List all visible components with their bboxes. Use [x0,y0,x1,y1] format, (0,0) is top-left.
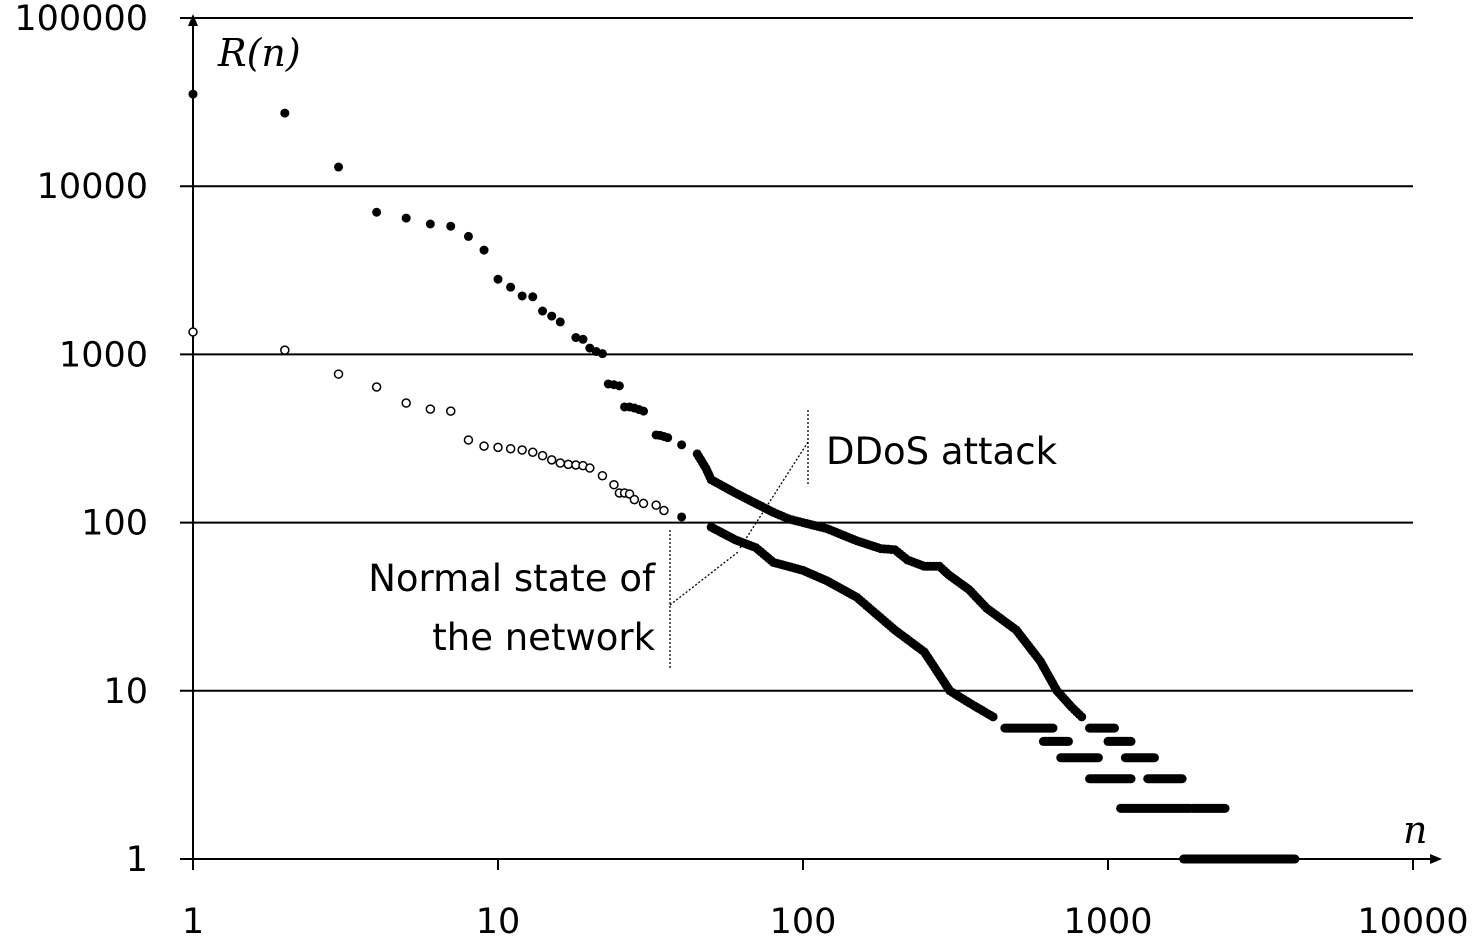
y-axis-arrow [188,14,198,26]
data-point [425,404,436,414]
data-point [505,443,516,454]
data-point [677,440,687,450]
series-ddos-attack [188,89,1230,813]
data-point [188,327,198,337]
x-tick-label: 10000 [1357,902,1468,939]
y-tick-label: 1000 [59,335,148,375]
data-point [493,442,503,453]
ddos-leader-diagonal [739,441,809,549]
data-point [629,494,640,505]
annotation-leaders [669,410,809,668]
normal-leader-diagonal [669,551,739,606]
data-point [663,433,673,443]
x-tick-label: 10 [476,902,521,939]
y-axis-label: R(n) [217,31,301,75]
data-point [334,162,344,172]
data-point [517,291,527,301]
data-point [1074,709,1084,719]
data-point [371,382,382,392]
data-point [372,207,382,217]
data-point [985,710,995,720]
data-point [188,89,198,99]
data-point [639,406,649,416]
data-point [677,512,687,522]
data-point [446,406,456,416]
gridlines [180,17,1414,870]
data-point [528,447,538,457]
data-point [555,317,565,327]
data-point [446,221,456,231]
y-tick-label: 10000 [37,167,148,207]
x-axis-label: n [1403,808,1427,852]
x-tick-label: 1000 [1063,902,1152,939]
data-point [659,505,669,516]
data-point [585,463,595,473]
normal-annotation-line1: Normal state of [368,557,656,600]
data-point [479,245,489,255]
data-point [547,311,557,321]
x-tick-label: 100 [770,902,837,939]
data-point [401,213,411,223]
y-tick-label: 100000 [14,0,148,39]
normal-annotation-line2: the network [432,616,655,659]
x-tick-labels: 1 10 100 1000 10000 [182,902,1469,942]
data-point [280,345,290,355]
y-tick-labels: 1 10 100 1000 10000 100000 [14,0,148,880]
y-tick-label: 1 [126,840,148,880]
plot-area [188,89,1300,864]
data-point [537,450,548,461]
series-normal-state [188,327,1300,864]
data-point [571,333,581,343]
axes [180,14,1442,870]
x-tick-label: 1 [182,902,204,939]
data-point [538,306,548,316]
data-point [463,231,473,241]
data-point [563,459,574,470]
data-point [479,441,489,451]
data-point [528,292,538,302]
data-point [463,435,474,445]
x-axis-arrow [1430,854,1442,864]
data-point [333,369,344,379]
data-point [651,500,661,510]
data-point [609,479,619,490]
data-point [638,498,649,509]
data-point [425,219,435,229]
data-point [506,282,516,292]
data-point [597,349,607,359]
data-point [401,398,411,408]
data-point [614,381,624,391]
data-point [597,470,608,481]
y-tick-label: 100 [81,504,148,544]
data-point [280,108,290,118]
ddos-annotation: DDoS attack [826,430,1058,473]
data-point [546,455,557,465]
data-point [517,445,527,455]
data-point [578,334,588,344]
data-point [493,274,503,284]
y-tick-label: 10 [103,672,148,712]
data-point [555,458,566,468]
